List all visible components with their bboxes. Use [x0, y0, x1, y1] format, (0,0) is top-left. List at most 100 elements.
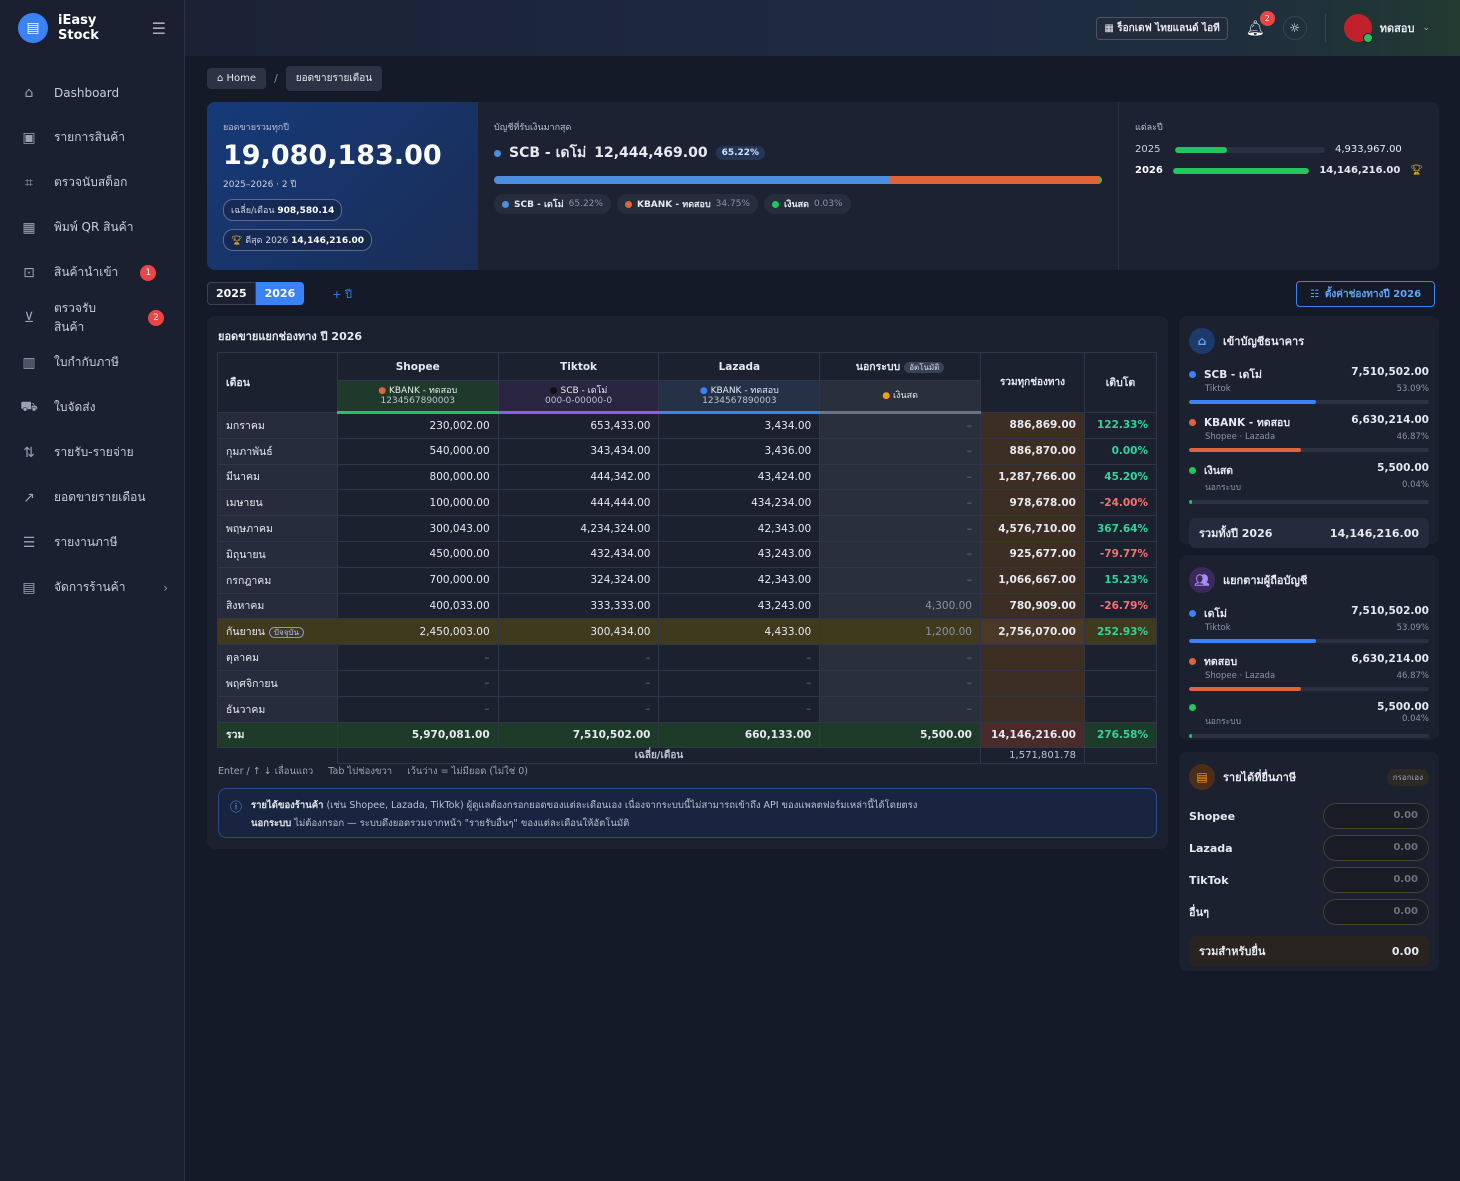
sales-input-cell[interactable]: – — [336, 644, 499, 671]
channel-account-line: ● SCB - เดโม่ — [503, 386, 655, 396]
sales-input-cell: – — [819, 515, 981, 542]
sales-input-cell[interactable]: 230,002.00 — [336, 412, 499, 439]
total-cell: 7,510,502.00 — [497, 721, 660, 749]
tab-2026[interactable]: 2026 — [255, 282, 305, 305]
sidebar-item-9[interactable]: ↗ ยอดขายรายเดือน — [0, 475, 184, 520]
account-item: 5,500.00 นอกระบบ 0.04% — [1179, 695, 1439, 742]
sales-input-cell[interactable]: 333,333.00 — [497, 592, 660, 620]
sales-input-cell[interactable]: – — [497, 644, 660, 671]
account-item: SCB - เดโม่ 7,510,502.00 Tiktok 53.09% — [1179, 360, 1439, 408]
sales-input-cell[interactable]: 2,450,003.00 — [336, 618, 499, 646]
add-year-button[interactable]: + ปี — [332, 287, 352, 301]
sales-input-cell[interactable]: 42,343.00 — [658, 566, 821, 594]
channel-settings-label: ตั้งค่าช่องทางปี 2026 — [1324, 288, 1422, 300]
holder-panel: 👥︎ แยกตามผู้ถือบัญชี เดโม่ 7,510,502.00 Tik… — [1179, 555, 1439, 740]
bank-total-value: 14,146,216.00 — [1329, 526, 1419, 540]
sales-input-cell[interactable]: 300,043.00 — [336, 515, 499, 542]
sidebar-item-0[interactable]: ⌂ Dashboard — [0, 70, 184, 115]
account-sub: นอกระบบ — [1205, 717, 1241, 727]
sidebar-item-label: Dashboard — [54, 85, 120, 100]
sidebar-item-2[interactable]: ⌗ ตรวจนับสต็อก — [0, 160, 184, 205]
growth-cell: 122.33% — [1083, 412, 1158, 439]
sales-input-cell[interactable]: 444,444.00 — [497, 489, 660, 517]
sales-input-cell: – — [819, 540, 981, 568]
top-account-label: บัญชีที่รับเงินมากสุด — [494, 123, 572, 133]
sales-input-cell[interactable]: 450,000.00 — [336, 540, 499, 568]
channel-account: ● KBANK - ทดสอบ 1234567890003 — [336, 380, 499, 414]
sales-input-cell[interactable]: 3,434.00 — [658, 412, 821, 439]
sidebar-item-label: รายการสินค้า — [54, 130, 125, 144]
sales-input-cell[interactable]: 434,234.00 — [658, 489, 821, 517]
sidebar-item-1[interactable]: ▣ รายการสินค้า — [0, 115, 184, 160]
sales-input-cell[interactable]: – — [497, 669, 660, 697]
box-icon: ▣ — [22, 129, 36, 146]
row-total-cell: 978,678.00 — [979, 489, 1085, 517]
sales-input-cell[interactable]: 324,324.00 — [497, 566, 660, 594]
row-total-cell: 886,870.00 — [979, 437, 1085, 465]
account-bar-fill — [1189, 400, 1317, 404]
tax-income-list: Shopee 0.00 Lazada 0.00 TikTok 0.00 อื่นๆ 0.00 — [1179, 800, 1439, 928]
channel-account: ● SCB - เดโม่ 000-0-00000-0 — [497, 380, 660, 414]
sidebar-item-7[interactable]: ⛟ ใบจัดส่ง — [0, 385, 184, 430]
growth-cell — [1083, 644, 1158, 671]
info-line-1-text: (เช่น Shopee, Lazada, TikTok) ผู้ดูแลต้อ… — [323, 800, 918, 811]
sales-input-cell[interactable]: 700,000.00 — [336, 566, 499, 594]
avatar — [1343, 14, 1373, 43]
sales-input-cell[interactable]: 4,433.00 — [658, 618, 821, 646]
sales-input-cell[interactable]: 653,433.00 — [497, 412, 660, 439]
tax-income-total: รวมสำหรับยื่น 0.00 — [1189, 936, 1429, 966]
sidebar-item-10[interactable]: ☰ รายงานภาษี — [0, 520, 184, 565]
sales-input-cell[interactable]: 400,033.00 — [336, 592, 499, 620]
sales-input-cell[interactable]: – — [658, 669, 821, 697]
sales-input-cell: – — [819, 489, 981, 517]
share-legend-item: SCB - เดโม่ 65.22% — [494, 194, 611, 214]
sales-input-cell[interactable]: 800,000.00 — [336, 463, 499, 491]
total-cell: 14,146,216.00 — [979, 721, 1085, 749]
tax-income-input[interactable]: 0.00 — [1323, 835, 1429, 861]
sales-input-cell[interactable]: 444,342.00 — [497, 463, 660, 491]
store-icon: ▦ — [1104, 22, 1118, 34]
sales-input-cell[interactable]: 540,000.00 — [336, 437, 499, 465]
sales-input-cell[interactable]: 300,434.00 — [497, 618, 660, 646]
tax-income-input[interactable]: 0.00 — [1323, 803, 1429, 829]
sales-input-cell[interactable]: 43,243.00 — [658, 592, 821, 620]
table-subheader-row: ● KBANK - ทดสอบ 1234567890003 ● SCB - เดโม… — [218, 380, 1157, 414]
sales-input-cell[interactable]: – — [658, 644, 821, 671]
tax-income-input[interactable]: 0.00 — [1323, 899, 1429, 925]
sales-input-cell[interactable]: 42,343.00 — [658, 515, 821, 542]
sales-input-cell[interactable]: 100,000.00 — [336, 489, 499, 517]
sales-input-cell[interactable]: 432,434.00 — [497, 540, 660, 568]
sales-input-cell[interactable]: – — [658, 695, 821, 723]
channel-settings-button[interactable]: ☷ ตั้งค่าช่องทางปี 2026 — [1296, 281, 1435, 307]
sidebar-item-6[interactable]: ▥ ใบกำกับภาษี — [0, 340, 184, 385]
sales-input-cell[interactable]: – — [336, 669, 499, 697]
receipt-icon: ▤ — [1189, 764, 1215, 790]
sales-input-cell[interactable]: 3,436.00 — [658, 437, 821, 465]
tax-income-input[interactable]: 0.00 — [1323, 867, 1429, 893]
bell-icon[interactable]: 🔔︎ 2 — [1246, 11, 1275, 37]
menu-toggle-icon[interactable]: ☰ — [151, 18, 166, 38]
sales-input-cell[interactable]: 343,434.00 — [497, 437, 660, 465]
sidebar-item-11[interactable]: ▤ จัดการร้านค้า › — [0, 565, 184, 610]
theme-toggle-icon[interactable]: ☼ — [1282, 16, 1307, 40]
month-name: กันยายน — [226, 626, 265, 639]
account-dot: ● — [378, 385, 389, 396]
sales-input-cell[interactable]: – — [336, 695, 499, 723]
sales-input-cell[interactable]: 4,234,324.00 — [497, 515, 660, 542]
shop-selector[interactable]: ▦ ร็อกเดฟ ไทยแลนด์ ไอที — [1096, 16, 1228, 40]
logo-icon: ▤ — [18, 13, 48, 43]
sidebar-item-3[interactable]: ▦ พิมพ์ QR สินค้า — [0, 205, 184, 250]
sidebar-item-4[interactable]: ⊡ สินค้านำเข้า 1 — [0, 250, 184, 295]
sidebar-item-8[interactable]: ⇅ รายรับ-รายจ่าย — [0, 430, 184, 475]
sales-input-cell[interactable]: – — [497, 695, 660, 723]
sidebar-item-label: ยอดขายรายเดือน — [54, 490, 146, 504]
month-name: ตุลาคม — [226, 652, 260, 665]
sales-input-cell[interactable]: 43,424.00 — [658, 463, 821, 491]
user-menu[interactable]: ทดสอบ ⌄ — [1324, 14, 1430, 43]
table-row: มีนาคม 800,000.00 444,342.00 43,424.00–1,28… — [217, 463, 1158, 491]
breadcrumb-home[interactable]: ⌂ Home — [207, 68, 267, 89]
tax-income-total-label: รวมสำหรับยื่น — [1199, 945, 1266, 958]
sidebar-item-5[interactable]: ⊻ ตรวจรับสินค้า 2 — [0, 295, 184, 340]
sales-input-cell[interactable]: 43,243.00 — [658, 540, 821, 568]
tab-2025[interactable]: 2025 — [207, 282, 256, 305]
